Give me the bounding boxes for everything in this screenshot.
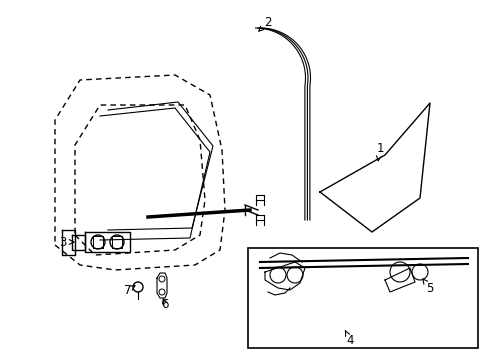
- Text: 4: 4: [345, 330, 353, 346]
- Text: 2: 2: [258, 15, 271, 31]
- Bar: [247, 248, 477, 348]
- Text: 5: 5: [422, 279, 433, 294]
- Text: 6: 6: [161, 297, 168, 310]
- Text: 1: 1: [375, 141, 383, 161]
- Text: 7: 7: [124, 284, 135, 297]
- Text: 3: 3: [59, 235, 74, 248]
